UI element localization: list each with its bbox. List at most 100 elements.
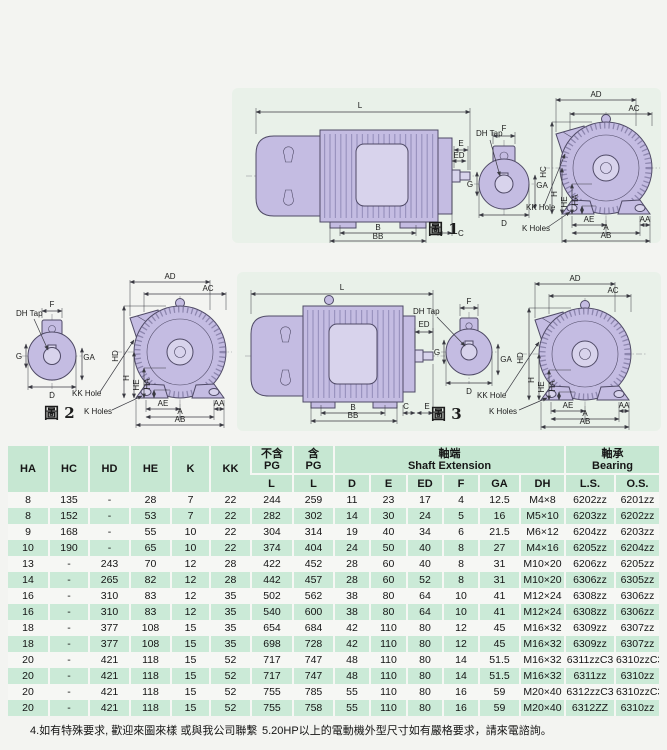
k-hole [208,388,220,396]
shaft-hub [494,174,514,194]
end-bracket [402,315,416,393]
eyebolt [324,295,334,305]
table-cell: 14 [333,508,370,524]
table-cell: 8 [8,508,49,524]
table-cell: 421 [88,652,130,668]
dim-label-aa: AA [640,215,651,224]
table-cell: 80 [406,700,443,716]
dim-label-e: E [458,139,463,148]
table-cell: - [48,604,89,620]
table-cell: 60 [369,556,407,572]
table-cell: 5 [442,508,479,524]
table-cell: 7 [170,492,210,508]
table-cell: M6×12 [519,524,565,540]
table-cell: 6310zzC3 [614,684,659,700]
table-cell: 14 [442,668,479,684]
table-cell: 421 [88,684,130,700]
table-cell: 6205zz [614,556,659,572]
bearing-zh: 軸承 [601,447,624,460]
table-cell: 717 [250,652,293,668]
table-cell: 22 [209,508,251,524]
dim-label-aa: AA [619,401,630,410]
table-cell: 15 [170,700,210,716]
table-cell: 457 [292,572,334,588]
table-cell: 374 [250,540,293,556]
dim-label-ae: AE [158,399,169,408]
table-cell: 452 [292,556,334,572]
table-cell: 12 [170,604,210,620]
shaft-extension-en: Shaft Extension [407,459,492,472]
table-cell: 70 [129,556,171,572]
dim-label-g: G [467,180,473,189]
k-hole [634,204,646,212]
dim-label-ha: HA [548,380,557,392]
figure-3-title: 圖 3 [431,405,462,423]
table-cell: 52 [406,572,443,588]
table-cell: 31 [478,572,520,588]
foot [329,221,357,229]
table-cell: 6309zz [564,636,615,652]
table-cell: 16 [8,604,49,620]
table-cell: - [48,652,89,668]
dim-label-ac: AC [202,284,213,293]
table-cell: 20 [8,700,49,716]
table-cell: 168 [48,524,89,540]
table-cell: 190 [48,540,89,556]
motor-nameplate [355,143,409,207]
table-cell: 6204zz [614,540,659,556]
table-cell: 16 [8,588,49,604]
table-cell: 10 [8,540,49,556]
table-cell: 80 [369,588,407,604]
table-cell: 698 [250,636,293,652]
figure-2-title: 圖 2 [44,404,75,422]
table-row: 14-265 82 12 28 442 457 28 60 52 8 31 M10×20 6306zz 6… [8,572,659,588]
dim-label-l: L [358,101,363,110]
table-cell: 282 [250,508,293,524]
table-cell: 28 [129,492,171,508]
pg-excl-zh: 不含 [261,447,283,460]
table-cell: 45 [478,636,520,652]
table-cell: 14 [8,572,49,588]
table-cell: 6306zz [564,572,615,588]
subcol-os: O.S. [614,473,659,492]
table-row: 18-377 108 15 35 698 728 42 110 80 12 45 M16×32 6309… [8,636,659,652]
table-row: 8 152-53 7 22 282 302 14 30 24 5 16 M5×10 6203zz 6202… [8,508,659,524]
table-cell: 6307zz [614,620,659,636]
table-cell: 10 [170,524,210,540]
dim-label-ed: ED [453,151,464,160]
table-cell: 40 [369,524,407,540]
figure-1-panel: L B BB C E ED [232,88,661,243]
dim-label-bb: BB [348,411,359,420]
table-cell: M16×32 [519,620,565,636]
table-cell: 785 [292,684,334,700]
table-cell: 80 [406,668,443,684]
table-cell: 64 [406,604,443,620]
table-cell: 110 [369,620,407,636]
table-cell: 22 [209,524,251,540]
table-cell: 8 [442,572,479,588]
table-cell: 747 [292,652,334,668]
table-cell: 110 [369,652,407,668]
table-cell: 404 [292,540,334,556]
label-kk-hole: KK Hole [477,391,507,400]
table-cell: 59 [478,684,520,700]
table-cell: 12 [442,636,479,652]
table-row: 20-421 118 15 52 717 747 48 110 80 14 51.5 M16×32 63… [8,668,659,684]
table-row: 20-421 118 15 52 755 785 55 110 80 16 59 M20×40 6312… [8,684,659,700]
table-cell: 6305zz [614,572,659,588]
col-header-kk: KK [209,446,251,492]
table-cell: 310 [88,588,130,604]
table-cell: 600 [292,604,334,620]
pg-incl-en: PG [305,459,322,472]
table-cell: 52 [209,684,251,700]
table-cell: M10×20 [519,572,565,588]
table-cell: 35 [209,588,251,604]
subcol-ga: GA [478,473,520,492]
table-cell: 118 [129,652,171,668]
shaft-hub [460,343,478,361]
dim-label-ab: AB [601,231,612,240]
dim-label-g: G [434,348,440,357]
table-cell: 118 [129,684,171,700]
table-cell: 6312zzC3 [564,684,615,700]
